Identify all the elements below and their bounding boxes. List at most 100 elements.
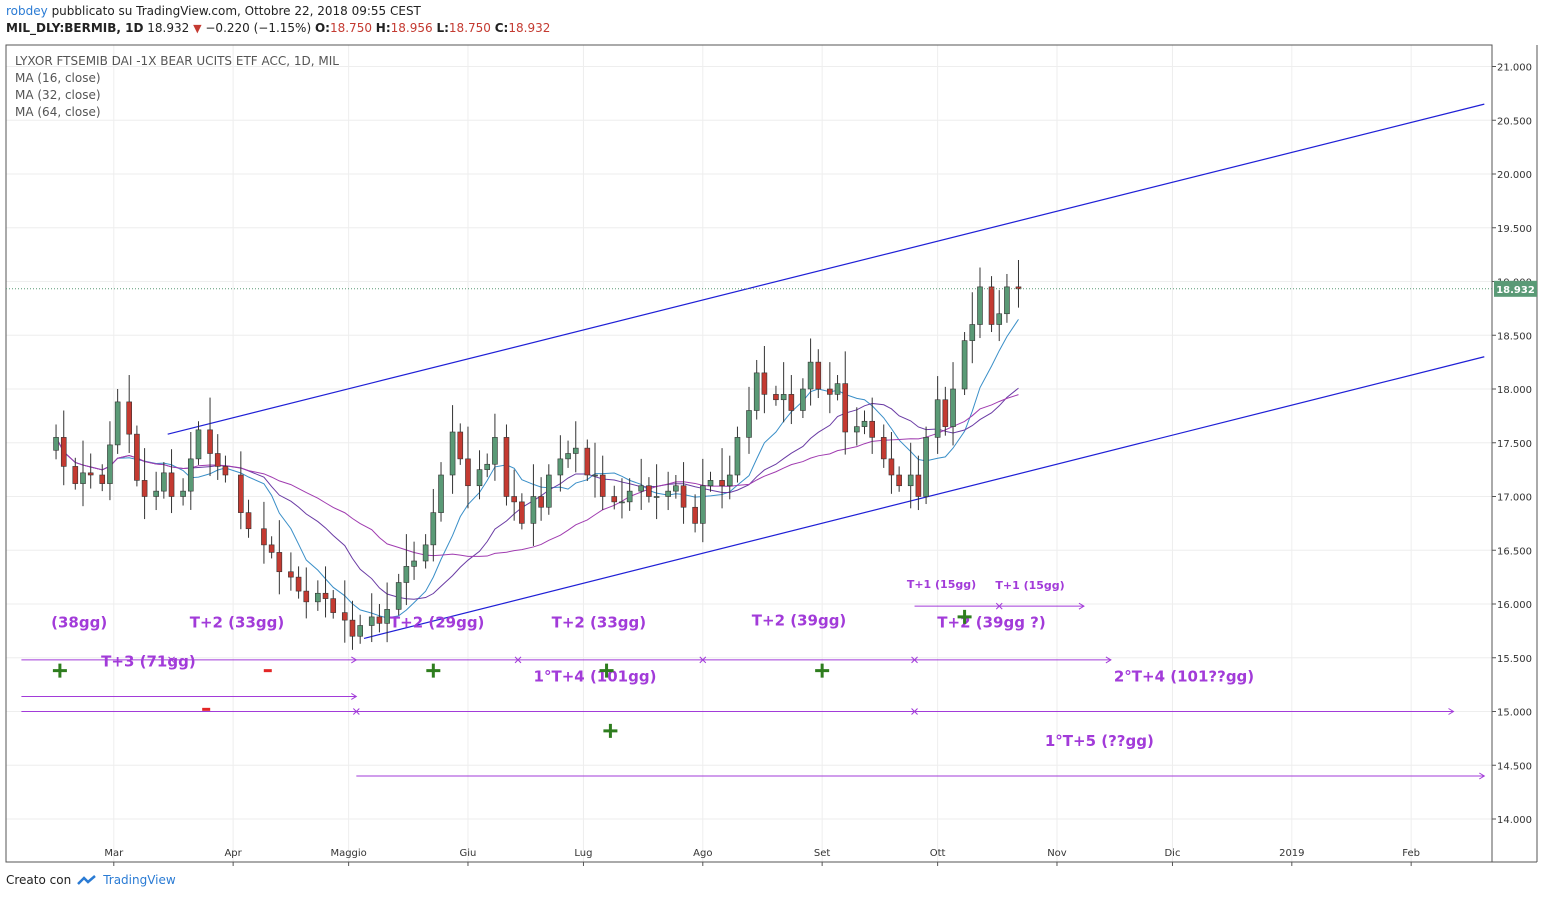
plus-sign [52, 663, 67, 678]
candle-body [815, 361, 822, 390]
plus-sign [957, 609, 972, 624]
time-axis[interactable]: Mar Apr Maggio Giu Lug Ago Set Ott Nov Dic 2019 Feb [104, 848, 1420, 866]
candle-body [761, 372, 768, 395]
candle [815, 349, 822, 399]
candle [592, 442, 598, 498]
candle-body [626, 490, 633, 503]
candle [422, 534, 429, 569]
candle [349, 600, 356, 650]
candle-body [80, 472, 86, 484]
candle [842, 351, 849, 455]
candle [996, 290, 1003, 342]
y-tick-label: 14.000 [1497, 815, 1532, 826]
cycle-label: 1°T+5 (??gg) [1045, 732, 1154, 750]
last-price-badge [1494, 280, 1537, 297]
candle [807, 338, 814, 406]
cycle-arrow [1448, 708, 1455, 715]
candle-body [395, 582, 402, 610]
cycle-line [21, 656, 358, 664]
cycle-arrow [351, 656, 358, 664]
candle [788, 375, 795, 425]
x-tick-label: Ott [930, 848, 946, 859]
candle [869, 397, 875, 454]
candle-body [988, 286, 995, 325]
candle [761, 346, 768, 414]
candle-body [977, 286, 983, 325]
candle [530, 464, 537, 546]
cycle-mark [995, 602, 1003, 610]
cycle-line [356, 772, 1486, 780]
candle-body [665, 490, 671, 497]
cycle-line [914, 602, 1085, 610]
y-tick-label: 16.500 [1497, 546, 1532, 557]
last-price-marker: 18.932 [6, 280, 1537, 297]
candle-body [465, 458, 471, 487]
trend-channel[interactable] [167, 103, 1485, 639]
candle-body [484, 463, 491, 470]
candle-body [53, 437, 59, 451]
candle [565, 440, 571, 468]
candle-body [896, 474, 902, 487]
candle [357, 614, 363, 644]
candle-body [99, 474, 106, 484]
cycle-annotations[interactable]: (38gg) T+2 (33gg) T+2 (29gg) T+2 (33gg) T+2 … [21, 578, 1486, 780]
cycle-line [356, 656, 1112, 664]
candle [800, 378, 806, 419]
cycle-label: 1°T+4 (101gg) [534, 667, 657, 685]
y-tick-label: 15.500 [1497, 654, 1532, 665]
low-value: 18.750 [448, 21, 491, 35]
candle [449, 405, 456, 494]
candle-body [214, 453, 221, 467]
candle-body [1015, 286, 1022, 290]
candle-body [611, 496, 618, 503]
x-tick-label: Maggio [330, 848, 366, 859]
candle-body [315, 592, 321, 603]
candle-body [430, 512, 437, 546]
candle-body [827, 388, 833, 395]
candle-body [969, 324, 976, 341]
price-axis[interactable]: 14.000 14.500 15.000 15.500 16.000 16.500 17.0… [1492, 63, 1532, 827]
candle [557, 435, 564, 492]
candle [99, 464, 106, 492]
y-tick-label: 20.500 [1497, 116, 1532, 127]
candle [773, 385, 779, 406]
candle [969, 292, 976, 364]
cycle-label: T+1 (15gg) [995, 579, 1064, 592]
author-link[interactable]: robdey [6, 4, 48, 18]
candle-body [565, 453, 571, 460]
candle [126, 375, 132, 453]
plus-sign [815, 663, 830, 678]
x-tick-label: Mar [104, 848, 124, 859]
candle-body [788, 394, 795, 411]
cycle-mark [911, 708, 918, 715]
plus-sign [603, 723, 618, 738]
candle [734, 426, 741, 483]
candle-body [673, 485, 679, 492]
candle [1015, 260, 1022, 308]
candle-body [268, 544, 275, 553]
candle [950, 362, 956, 446]
candle [214, 434, 221, 480]
candle-body [222, 466, 229, 476]
cycle-mark [168, 656, 175, 664]
candle [107, 421, 113, 501]
x-tick-label: Lug [574, 848, 592, 859]
moving-averages [55, 319, 1019, 619]
low-label: L: [436, 21, 449, 35]
footer: Creato con TradingView [6, 873, 176, 887]
tradingview-link[interactable]: TradingView [103, 873, 176, 887]
candle [238, 451, 244, 530]
candle-body [923, 437, 929, 497]
candle [915, 455, 922, 511]
y-tick-label: 19.500 [1497, 224, 1532, 235]
candle-body [592, 474, 598, 477]
candle-body [653, 496, 660, 498]
candle-body [187, 458, 194, 492]
candle [653, 464, 660, 520]
candle [680, 462, 687, 524]
cycle-label: T+1 (15gg) [907, 578, 976, 591]
candle-body [384, 609, 390, 624]
cycle-label: T+3 (71gg) [101, 652, 196, 670]
candle [907, 442, 914, 509]
